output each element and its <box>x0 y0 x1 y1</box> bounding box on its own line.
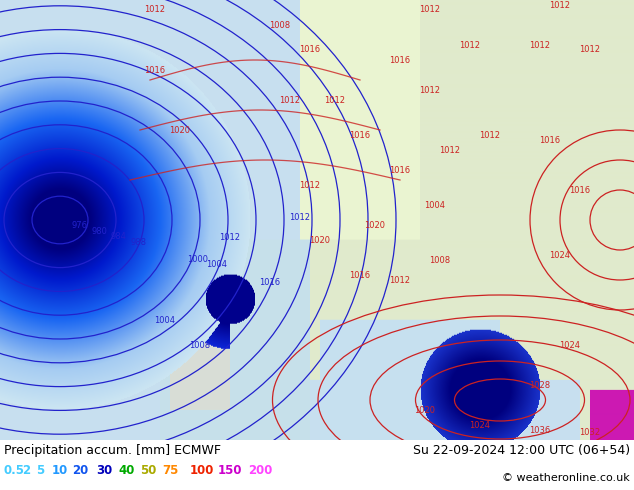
Text: 1024: 1024 <box>470 420 491 430</box>
Text: 100: 100 <box>190 464 214 476</box>
Text: 1012: 1012 <box>299 180 321 190</box>
Text: 1004: 1004 <box>155 316 176 324</box>
Text: 1016: 1016 <box>389 166 411 174</box>
Text: 1012: 1012 <box>145 5 165 15</box>
Text: 1004: 1004 <box>425 200 446 210</box>
Text: 1008: 1008 <box>429 255 451 265</box>
Text: 200: 200 <box>248 464 273 476</box>
Text: 984: 984 <box>111 232 127 241</box>
Text: 1008: 1008 <box>269 21 290 29</box>
Text: 1016: 1016 <box>569 186 590 195</box>
Text: 988: 988 <box>131 238 146 247</box>
Text: 1032: 1032 <box>579 427 600 437</box>
Text: 1012: 1012 <box>290 213 311 222</box>
Text: 1020: 1020 <box>309 236 330 245</box>
Text: 1012: 1012 <box>460 41 481 49</box>
Text: 1020: 1020 <box>365 220 385 229</box>
Text: 150: 150 <box>218 464 242 476</box>
Text: 1012: 1012 <box>479 130 500 140</box>
Text: 1016: 1016 <box>299 46 321 54</box>
Text: 1012: 1012 <box>439 146 460 154</box>
Text: 1012: 1012 <box>219 233 240 242</box>
Text: 30: 30 <box>96 464 112 476</box>
Text: 1016: 1016 <box>145 66 165 74</box>
Text: Su 22-09-2024 12:00 UTC (06+54): Su 22-09-2024 12:00 UTC (06+54) <box>413 444 630 457</box>
Text: 5: 5 <box>36 464 44 476</box>
Text: 1008: 1008 <box>190 341 210 349</box>
Text: 2: 2 <box>22 464 30 476</box>
Text: 75: 75 <box>162 464 178 476</box>
Text: 1000: 1000 <box>186 255 208 264</box>
Text: 1004: 1004 <box>206 260 228 270</box>
Text: 40: 40 <box>118 464 134 476</box>
Text: 1012: 1012 <box>280 96 301 104</box>
Text: Precipitation accum. [mm] ECMWF: Precipitation accum. [mm] ECMWF <box>4 444 221 457</box>
Text: 1024: 1024 <box>559 341 581 349</box>
Text: © weatheronline.co.uk: © weatheronline.co.uk <box>502 473 630 483</box>
Text: 10: 10 <box>52 464 68 476</box>
Text: 1036: 1036 <box>529 425 550 435</box>
Text: 1016: 1016 <box>259 278 281 287</box>
Text: 1012: 1012 <box>420 85 441 95</box>
Text: 1016: 1016 <box>349 270 370 279</box>
Text: 1012: 1012 <box>325 96 346 104</box>
Text: 20: 20 <box>72 464 88 476</box>
Text: 1012: 1012 <box>420 5 441 15</box>
Text: 0.5: 0.5 <box>4 464 25 476</box>
Text: 1016: 1016 <box>540 136 560 145</box>
Text: 980: 980 <box>91 227 107 236</box>
Text: 1016: 1016 <box>349 130 370 140</box>
Text: 976: 976 <box>72 221 87 230</box>
Text: 1012: 1012 <box>389 275 410 285</box>
Text: 1012: 1012 <box>529 41 550 49</box>
Text: 1012: 1012 <box>550 0 571 9</box>
Text: 1020: 1020 <box>415 406 436 415</box>
Text: 1016: 1016 <box>389 55 411 65</box>
Text: 50: 50 <box>140 464 157 476</box>
Text: 1012: 1012 <box>579 46 600 54</box>
Text: 1028: 1028 <box>529 381 550 390</box>
Text: 1024: 1024 <box>550 250 571 260</box>
Text: 1020: 1020 <box>169 125 190 134</box>
